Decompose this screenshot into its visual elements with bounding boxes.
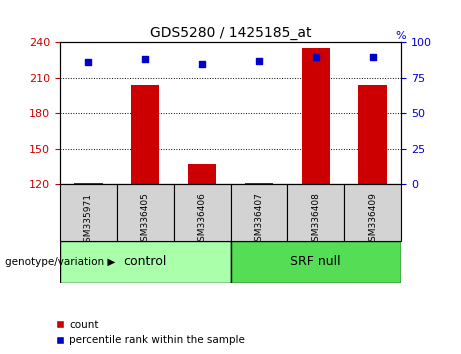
- Bar: [287, 184, 344, 241]
- Text: control: control: [124, 256, 167, 268]
- Title: GDS5280 / 1425185_at: GDS5280 / 1425185_at: [150, 26, 311, 40]
- Point: [142, 57, 149, 62]
- Bar: [344, 184, 401, 241]
- Bar: [188, 164, 216, 184]
- Text: GSM336405: GSM336405: [141, 193, 150, 247]
- Point: [198, 61, 206, 67]
- Bar: [131, 85, 160, 184]
- Bar: [117, 184, 174, 241]
- Text: GSM336406: GSM336406: [198, 193, 207, 247]
- Legend: count, percentile rank within the sample: count, percentile rank within the sample: [56, 320, 245, 345]
- Text: %: %: [396, 31, 407, 41]
- Bar: [174, 184, 230, 241]
- Text: GSM336409: GSM336409: [368, 193, 377, 247]
- Point: [312, 54, 319, 59]
- Bar: [301, 48, 330, 184]
- Bar: [230, 241, 401, 283]
- Point: [255, 58, 263, 64]
- Text: SRF null: SRF null: [290, 256, 341, 268]
- Point: [85, 59, 92, 65]
- Text: GSM336407: GSM336407: [254, 193, 263, 247]
- Text: GSM335971: GSM335971: [84, 193, 93, 247]
- Bar: [60, 184, 117, 241]
- Bar: [60, 241, 230, 283]
- Text: genotype/variation ▶: genotype/variation ▶: [5, 257, 115, 267]
- Point: [369, 54, 376, 59]
- Bar: [74, 183, 102, 184]
- Text: GSM336408: GSM336408: [311, 193, 320, 247]
- Bar: [245, 183, 273, 184]
- Bar: [230, 184, 287, 241]
- Bar: [358, 85, 387, 184]
